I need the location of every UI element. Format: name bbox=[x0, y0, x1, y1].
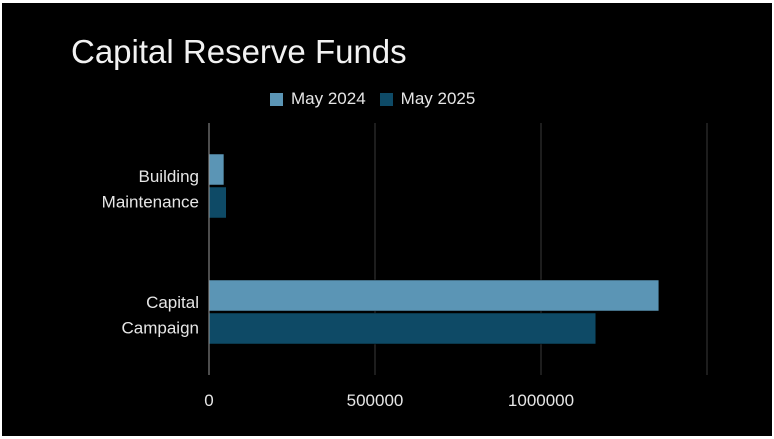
chart-legend: May 2024 May 2025 bbox=[270, 89, 489, 109]
legend-label-series-1: May 2024 bbox=[291, 89, 366, 108]
category-label-2: Capital Campaign bbox=[122, 293, 200, 338]
legend-item-series-1: May 2024 bbox=[270, 89, 366, 109]
x-tick-label-3: 1000000 bbox=[508, 391, 574, 410]
category-label-1-line-2: Maintenance bbox=[102, 193, 199, 212]
chart-frame: Capital Reserve Funds May 2024 May 2025 … bbox=[2, 3, 772, 436]
category-label-2-line-1: Capital bbox=[146, 293, 199, 312]
category-label-1: Building Maintenance bbox=[102, 167, 199, 212]
legend-swatch-series-1 bbox=[270, 92, 283, 106]
chart-title: Capital Reserve Funds bbox=[71, 33, 407, 70]
bar-chart: Building Maintenance Capital Campaign 0 50000… bbox=[102, 123, 708, 410]
x-tick-label-2: 500000 bbox=[347, 391, 404, 410]
category-label-1-line-1: Building bbox=[139, 167, 200, 186]
bar-1-series-1 bbox=[208, 153, 225, 186]
legend-label-series-2: May 2025 bbox=[400, 89, 476, 108]
x-tick-label-1: 0 bbox=[204, 391, 213, 410]
bar-1-series-2 bbox=[208, 186, 227, 219]
category-label-2-line-2: Campaign bbox=[122, 319, 200, 338]
bar-2-series-1 bbox=[208, 279, 660, 312]
bar-2-series-2 bbox=[208, 312, 597, 345]
legend-item-series-2: May 2025 bbox=[379, 89, 476, 109]
legend-swatch-series-2 bbox=[379, 92, 393, 106]
